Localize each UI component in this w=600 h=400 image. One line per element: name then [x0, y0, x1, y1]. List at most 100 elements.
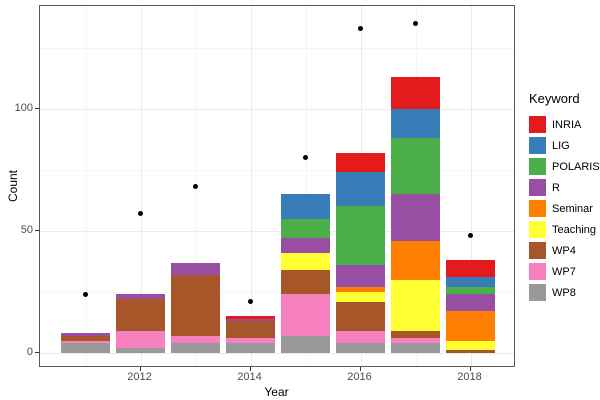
bar-segment-lig	[281, 194, 330, 219]
legend-key-swatch	[529, 116, 546, 133]
legend-key-swatch	[529, 221, 546, 238]
legend-items: INRIA LIG POLARIS R Seminar Teaching WP4 WP7 WP8	[529, 114, 600, 303]
data-point	[83, 291, 88, 297]
gridline-major-h	[39, 352, 514, 354]
bar-segment-polaris	[446, 286, 495, 295]
bar-segment-inria	[336, 152, 385, 173]
bar-segment-r	[171, 262, 220, 275]
x-tick-label: 2016	[347, 371, 372, 383]
bar-segment-wp8	[391, 343, 440, 353]
legend-label: INRIA	[552, 118, 582, 131]
bar-segment-inria	[391, 77, 440, 109]
x-tick-label: 2014	[237, 371, 262, 383]
bar-segment-wp4	[226, 321, 275, 339]
bar-segment-wp8	[226, 343, 275, 353]
y-tick	[34, 229, 39, 231]
legend-item-teaching: Teaching	[529, 219, 600, 240]
legend-item-wp8: WP8	[529, 282, 600, 303]
legend-item-polaris: POLARIS	[529, 156, 600, 177]
bar-segment-wp4	[446, 350, 495, 353]
bar-segment-wp4	[171, 274, 220, 336]
gridline-minor-h	[39, 169, 514, 171]
gridline-minor-h	[39, 291, 514, 293]
gridline-major-v	[470, 5, 472, 366]
y-tick-label: 0	[26, 345, 33, 358]
y-axis-title: Count	[6, 169, 20, 203]
bar-segment-teaching	[281, 252, 330, 270]
bar-segment-wp4	[281, 269, 330, 295]
legend-label: Teaching	[552, 223, 597, 236]
data-point	[248, 299, 253, 305]
legend-key-swatch	[529, 179, 546, 196]
data-point	[468, 233, 473, 239]
gridline-minor-v	[305, 5, 307, 366]
data-point	[358, 25, 363, 31]
bar-segment-r	[116, 294, 165, 300]
x-tick	[249, 366, 251, 371]
bar-segment-wp4	[61, 335, 110, 341]
legend-item-inria: INRIA	[529, 114, 600, 135]
bar-segment-r	[226, 318, 275, 322]
legend-label: WP7	[552, 265, 576, 278]
legend-item-lig: LIG	[529, 135, 600, 156]
bar-segment-wp8	[281, 335, 330, 353]
legend-label: WP4	[552, 244, 576, 257]
bar-segment-wp4	[336, 301, 385, 331]
bar-segment-lig	[446, 277, 495, 287]
y-tick	[34, 107, 39, 109]
legend-item-wp4: WP4	[529, 240, 600, 261]
bar-segment-wp7	[336, 330, 385, 344]
bar-segment-wp8	[116, 347, 165, 353]
bar-segment-wp8	[336, 343, 385, 353]
bar-segment-r	[336, 264, 385, 287]
y-tick	[34, 351, 39, 353]
bar-segment-r	[281, 238, 330, 253]
bar-segment-seminar	[446, 311, 495, 341]
legend-label: Seminar	[552, 202, 593, 215]
bar-segment-wp8	[171, 343, 220, 353]
bar-segment-r	[61, 333, 110, 336]
gridline-major-h	[39, 108, 514, 110]
bar-segment-teaching	[391, 279, 440, 331]
bar-segment-wp8	[61, 343, 110, 353]
legend-item-seminar: Seminar	[529, 198, 600, 219]
legend-key-swatch	[529, 200, 546, 217]
legend-item-r: R	[529, 177, 600, 198]
y-tick-label: 100	[14, 101, 33, 114]
bar-segment-r	[391, 194, 440, 241]
legend-label: LIG	[552, 139, 570, 152]
legend-label: WP8	[552, 286, 576, 299]
bar-segment-teaching	[336, 291, 385, 302]
data-point	[413, 20, 418, 26]
bar-segment-polaris	[336, 206, 385, 265]
legend-key-swatch	[529, 263, 546, 280]
x-axis-title: Year	[264, 385, 289, 399]
legend-key-swatch	[529, 158, 546, 175]
bar-segment-wp4	[116, 299, 165, 331]
legend-title: Keyword	[529, 91, 580, 106]
bar-segment-wp7	[61, 340, 110, 344]
legend-label: POLARIS	[552, 160, 600, 173]
data-point	[193, 184, 198, 190]
gridline-minor-h	[39, 47, 514, 49]
bar-segment-teaching	[446, 340, 495, 351]
x-tick	[469, 366, 471, 371]
bar-segment-wp7	[281, 294, 330, 336]
bar-segment-seminar	[336, 286, 385, 292]
bar-segment-seminar	[391, 240, 440, 280]
bar-segment-wp7	[116, 330, 165, 348]
bar-segment-wp7	[391, 338, 440, 344]
x-tick-label: 2018	[457, 371, 482, 383]
legend-key-swatch	[529, 242, 546, 259]
bar-segment-inria	[226, 316, 275, 319]
bar-segment-wp7	[226, 338, 275, 344]
bar-segment-lig	[391, 108, 440, 139]
bar-segment-polaris	[391, 138, 440, 195]
gridline-major-v	[140, 5, 142, 366]
gridline-minor-v	[85, 5, 87, 366]
bar-segment-polaris	[281, 218, 330, 239]
bar-segment-lig	[336, 172, 385, 207]
legend-item-wp7: WP7	[529, 261, 600, 282]
legend-label: R	[552, 181, 560, 194]
